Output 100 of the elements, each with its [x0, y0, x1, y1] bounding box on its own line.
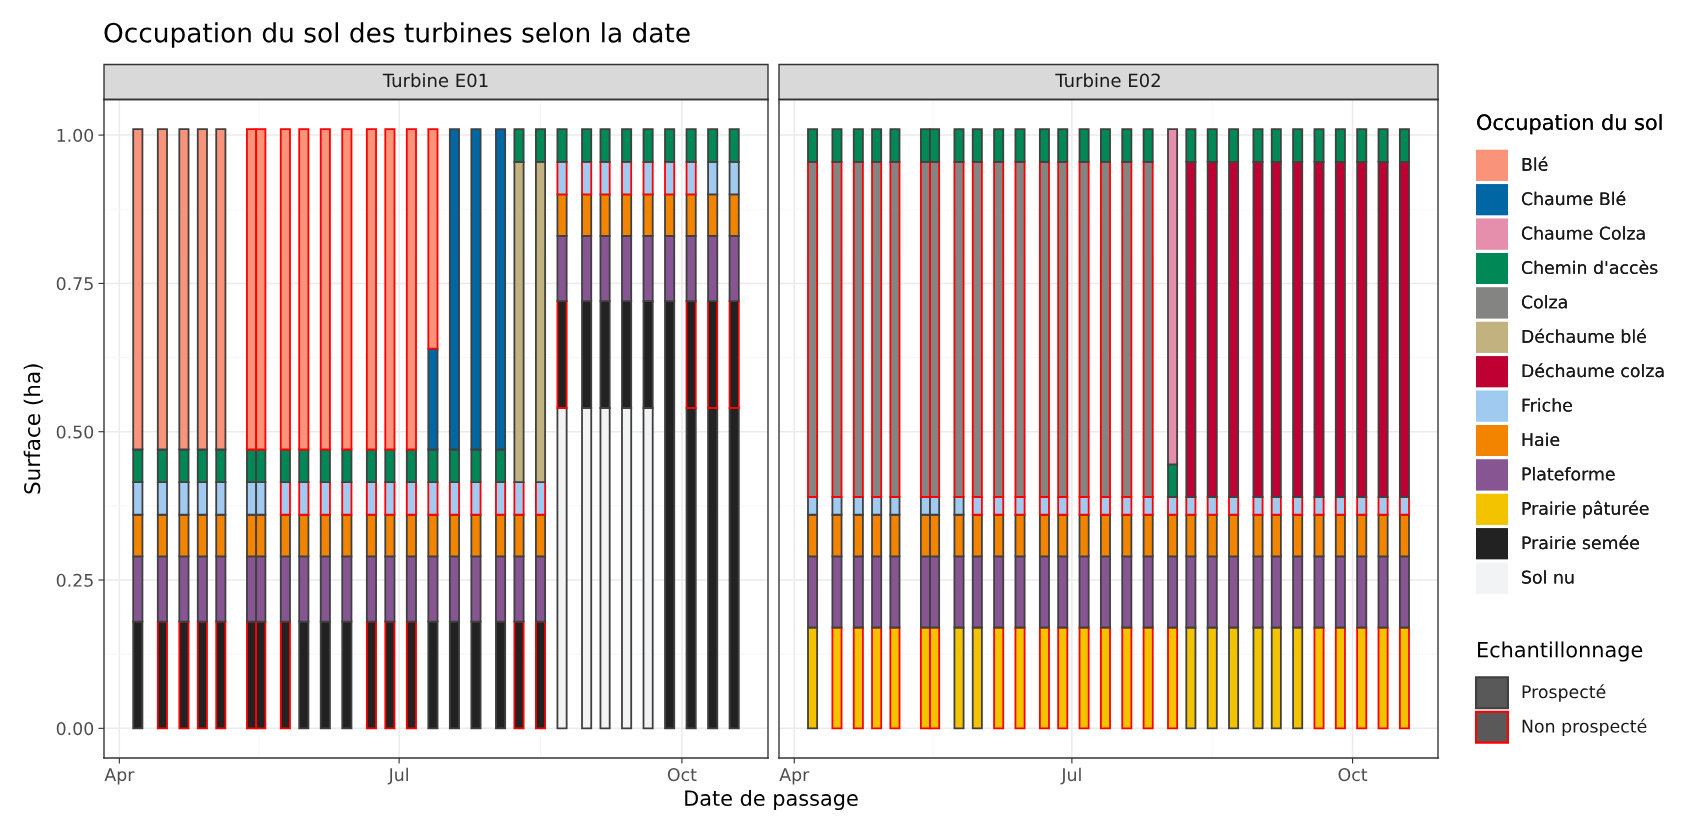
bar	[535, 620, 547, 730]
legend-label: Blé	[1522, 156, 1548, 171]
y-tick-label: 0.50	[56, 425, 94, 439]
bar	[1270, 496, 1282, 516]
legend-title: Echantillonnage	[1478, 641, 1643, 662]
bar	[807, 128, 819, 163]
bar	[1142, 128, 1154, 163]
x-tick-label: Jul	[387, 767, 408, 785]
bar	[1356, 626, 1368, 730]
bar	[405, 128, 417, 451]
bar	[1014, 626, 1026, 730]
bar	[556, 128, 568, 163]
bar	[581, 160, 593, 196]
bar	[1014, 128, 1026, 163]
bar	[1121, 626, 1133, 730]
legend-label: Haie	[1522, 432, 1560, 447]
legend-title: Occupation du sol	[1477, 114, 1662, 135]
x-tick-label: Oct	[1338, 768, 1368, 782]
legend-label: Déchaume blé	[1522, 328, 1646, 343]
bar	[852, 626, 864, 730]
legend-label: Non prospecté	[1522, 718, 1647, 737]
bar	[1334, 496, 1346, 516]
x-tick-label: Jul	[1060, 767, 1081, 785]
bar	[279, 448, 291, 484]
legend-label: Déchaume colza	[1522, 363, 1664, 378]
legend-label: Plateforme	[1522, 467, 1615, 481]
bar	[953, 128, 965, 163]
bar	[1078, 626, 1090, 730]
bar	[852, 128, 864, 163]
bar	[365, 128, 377, 451]
bar	[319, 448, 331, 484]
chart-subtitle: Turbine E01	[382, 73, 488, 88]
bar	[1398, 626, 1410, 730]
legend-label: Sol nu	[1522, 570, 1574, 584]
bar	[993, 626, 1005, 730]
bar	[1334, 626, 1346, 730]
bar	[384, 620, 396, 730]
y-tick-label: 1.00	[57, 128, 94, 142]
bar	[405, 481, 417, 516]
bar	[642, 160, 654, 196]
bar	[1099, 626, 1111, 730]
bar	[831, 160, 843, 498]
bar	[495, 481, 507, 516]
bar	[599, 128, 611, 163]
bar	[448, 481, 460, 516]
bar	[298, 481, 310, 516]
x-tick-label: Apr	[104, 768, 135, 785]
bar	[871, 160, 883, 498]
bar	[1377, 496, 1389, 516]
bar	[365, 448, 377, 484]
bar	[971, 128, 983, 163]
x-axis-title: Date de passage	[685, 789, 858, 811]
bar	[556, 160, 568, 196]
bar	[685, 160, 697, 196]
bar	[1038, 128, 1050, 163]
bar	[535, 481, 547, 516]
bar	[384, 128, 396, 451]
bar	[1206, 496, 1218, 516]
bar	[405, 448, 417, 484]
legend-label: Chemin d'accès	[1521, 259, 1658, 275]
bar	[852, 160, 864, 498]
bar	[664, 128, 676, 163]
bar	[215, 620, 227, 730]
bar	[298, 128, 310, 451]
bar	[1377, 626, 1389, 730]
bar	[1398, 496, 1410, 516]
bar	[427, 481, 439, 516]
bar	[1038, 626, 1050, 730]
bar	[993, 128, 1005, 163]
bar	[513, 481, 525, 516]
bar	[831, 626, 843, 730]
bar	[279, 128, 291, 451]
bar	[1292, 496, 1304, 516]
bar	[1228, 496, 1240, 516]
bar	[599, 160, 611, 196]
bar	[319, 128, 331, 451]
bar	[1057, 626, 1069, 730]
bar	[513, 620, 525, 730]
bar	[319, 481, 331, 516]
bar	[871, 626, 883, 730]
legend-label: Colza	[1521, 295, 1567, 309]
bar	[470, 481, 482, 516]
y-tick-label: 0.25	[56, 573, 93, 587]
bar	[384, 448, 396, 484]
bar	[1313, 626, 1325, 730]
bar	[1121, 128, 1133, 163]
bar	[384, 481, 396, 516]
x-tick-label: Apr	[779, 768, 810, 785]
legend-label: Prairie pâturée	[1522, 500, 1649, 519]
bar	[156, 620, 168, 730]
y-axis-title: Surface (ha)	[23, 364, 43, 494]
chart-title: Occupation du sol des turbines selon la date	[104, 22, 690, 48]
bar	[427, 128, 439, 350]
legend-label: Chaume Colza	[1521, 226, 1645, 240]
bar	[953, 160, 965, 498]
legend-label: Prospecté	[1522, 684, 1606, 702]
bar	[1142, 626, 1154, 730]
bar	[581, 128, 593, 163]
legend-label: Prairie semée	[1522, 535, 1639, 550]
x-tick-label: Oct	[667, 768, 697, 782]
